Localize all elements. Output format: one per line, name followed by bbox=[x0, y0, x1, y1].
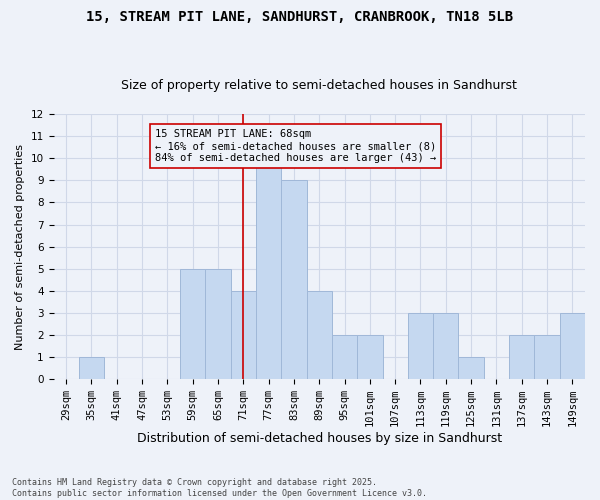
Bar bbox=[458, 357, 484, 379]
Bar bbox=[180, 268, 205, 379]
Bar bbox=[307, 291, 332, 379]
Bar bbox=[357, 335, 383, 379]
Bar bbox=[509, 335, 535, 379]
Text: 15 STREAM PIT LANE: 68sqm
← 16% of semi-detached houses are smaller (8)
84% of s: 15 STREAM PIT LANE: 68sqm ← 16% of semi-… bbox=[155, 130, 436, 162]
Bar bbox=[256, 158, 281, 379]
Bar bbox=[230, 291, 256, 379]
Bar bbox=[281, 180, 307, 379]
Y-axis label: Number of semi-detached properties: Number of semi-detached properties bbox=[15, 144, 25, 350]
Bar bbox=[79, 357, 104, 379]
Bar bbox=[535, 335, 560, 379]
Text: 15, STREAM PIT LANE, SANDHURST, CRANBROOK, TN18 5LB: 15, STREAM PIT LANE, SANDHURST, CRANBROO… bbox=[86, 10, 514, 24]
Bar bbox=[205, 268, 230, 379]
Bar bbox=[433, 313, 458, 379]
Bar bbox=[332, 335, 357, 379]
X-axis label: Distribution of semi-detached houses by size in Sandhurst: Distribution of semi-detached houses by … bbox=[137, 432, 502, 445]
Bar bbox=[408, 313, 433, 379]
Text: Contains HM Land Registry data © Crown copyright and database right 2025.
Contai: Contains HM Land Registry data © Crown c… bbox=[12, 478, 427, 498]
Title: Size of property relative to semi-detached houses in Sandhurst: Size of property relative to semi-detach… bbox=[121, 79, 517, 92]
Bar bbox=[560, 313, 585, 379]
